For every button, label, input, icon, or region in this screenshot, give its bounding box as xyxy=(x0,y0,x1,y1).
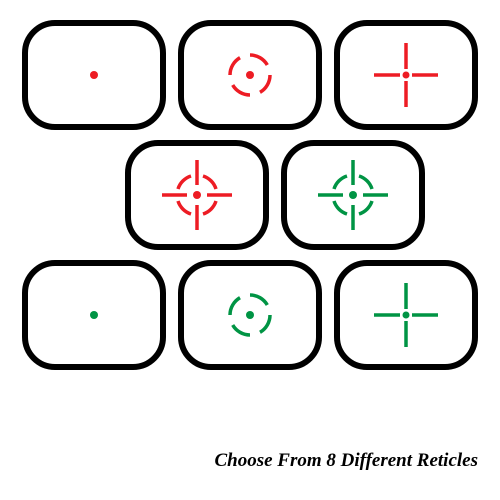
reticle-panel-3 xyxy=(334,20,478,130)
reticle-panel-5 xyxy=(281,140,425,250)
reticle-panel-4 xyxy=(125,140,269,250)
reticle-panel-6 xyxy=(22,260,166,370)
row-3 xyxy=(15,260,485,370)
reticle-grid xyxy=(0,0,500,370)
reticle-panel-8 xyxy=(334,260,478,370)
dot-icon xyxy=(349,191,357,199)
row-2 xyxy=(15,140,485,250)
dot-icon xyxy=(403,72,410,79)
dot-icon xyxy=(193,191,201,199)
dot-icon xyxy=(246,71,254,79)
dot-icon xyxy=(246,311,254,319)
dot-icon xyxy=(90,311,98,319)
dot-icon xyxy=(90,71,98,79)
caption-text: Choose From 8 Different Reticles xyxy=(214,450,478,472)
reticle-panel-7 xyxy=(178,260,322,370)
row-1 xyxy=(15,20,485,130)
reticle-panel-2 xyxy=(178,20,322,130)
reticle-panel-1 xyxy=(22,20,166,130)
dot-icon xyxy=(403,312,410,319)
